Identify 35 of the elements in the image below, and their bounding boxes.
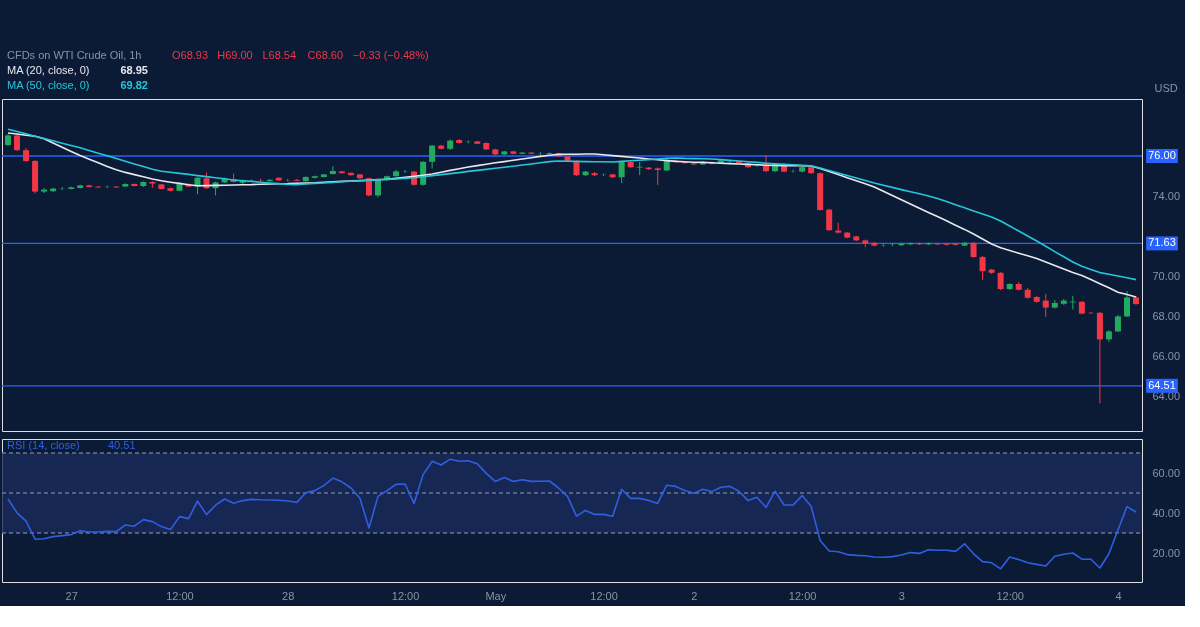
x-tick-label: 3 (898, 589, 905, 602)
y-axis-title: USD (1154, 81, 1178, 94)
x-tick-label: 28 (282, 589, 295, 602)
text: L68.54 (262, 49, 297, 61)
y-tick-label: 20.00 (1152, 546, 1181, 559)
x-tick-label: 12:00 (788, 589, 817, 602)
text: 68.95 (120, 64, 148, 76)
text: H69.00 (217, 49, 253, 61)
chart-title: CFDs on WTI Crude Oil, 1h (7, 49, 142, 61)
x-tick-label: 27 (65, 589, 78, 602)
text: MA (20, close, 0) (7, 64, 90, 76)
ref-line-label: 71.63 (1148, 236, 1176, 249)
y-tick-label: 66.00 (1152, 349, 1181, 362)
x-tick-label: 12:00 (166, 589, 194, 602)
y-tick-label: 68.00 (1152, 309, 1181, 322)
y-tick-label: 70.00 (1152, 269, 1181, 282)
y-tick-label: 64.00 (1152, 389, 1181, 402)
x-tick-label: 12:00 (590, 589, 618, 602)
text: −0.33 (−0.48%) (352, 49, 429, 61)
text: C68.60 (307, 49, 344, 61)
text: MA (50, close, 0) (7, 79, 90, 91)
ref-line-label: 76.00 (1148, 149, 1176, 161)
x-tick-label: 12:00 (996, 589, 1024, 602)
x-tick-label: May (485, 589, 507, 602)
annotation: 40.51 (108, 439, 136, 451)
y-tick-label: 40.00 (1152, 506, 1181, 519)
y-tick-label: 60.00 (1152, 466, 1181, 479)
x-tick-label: 4 (1115, 589, 1122, 602)
x-tick-label: 2 (691, 589, 698, 602)
text: O68.93 (172, 49, 209, 61)
text: RSI (14, close) (7, 439, 80, 451)
y-tick-label: 74.00 (1152, 189, 1181, 202)
ref-line-label: 64.51 (1148, 378, 1176, 391)
text: 69.82 (120, 79, 148, 91)
x-tick-label: 12:00 (391, 589, 420, 602)
